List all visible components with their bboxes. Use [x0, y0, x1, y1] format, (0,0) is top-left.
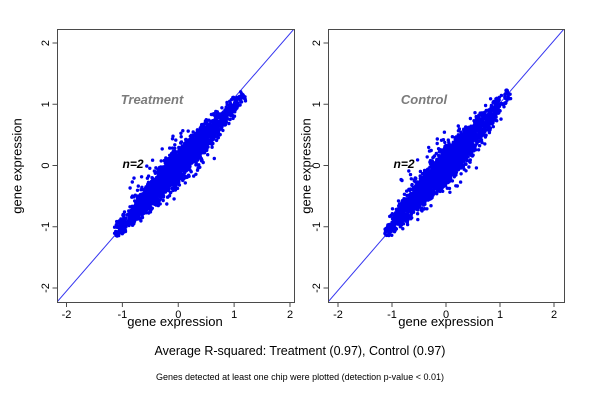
y-tick-label: 1 — [40, 101, 52, 107]
x-tick-label: -1 — [117, 309, 127, 321]
x-tick-label: -2 — [62, 309, 72, 321]
x-tick-label: 2 — [287, 309, 293, 321]
annotation-n-control: n=2 — [393, 157, 415, 171]
caption-r-squared: Average R-squared: Treatment (0.97), Con… — [154, 344, 446, 358]
scatter-points — [112, 90, 248, 238]
x-tick-label: -2 — [333, 309, 343, 321]
y-tick-label: 0 — [40, 162, 52, 168]
scatter-points — [383, 88, 513, 238]
y-tick-label: 2 — [40, 40, 52, 46]
panel-title-treatment: Treatment — [120, 92, 184, 107]
caption-footnote: Genes detected at least one chip were pl… — [156, 372, 444, 382]
y-tick-label: -1 — [40, 222, 52, 232]
panel-title-control: Control — [400, 92, 448, 107]
x-tick-label: 1 — [231, 309, 237, 321]
y-tick-label: -2 — [311, 283, 323, 293]
y-axis-label-control: gene expression — [298, 118, 314, 214]
x-tick-label: 2 — [551, 309, 557, 321]
annotation-n-treatment: n=2 — [122, 157, 144, 171]
x-tick-label: 0 — [443, 309, 449, 321]
x-axis-label-control: gene expression — [398, 314, 494, 329]
y-tick-label: -2 — [40, 283, 52, 293]
panel-control: -2 -1 0 1 2 -2 -1 0 1 2 — [311, 29, 565, 321]
x-tick-label: 1 — [497, 309, 503, 321]
y-tick-label: -1 — [311, 222, 323, 232]
y-axis-label-treatment: gene expression — [9, 118, 25, 214]
y-tick-label: 2 — [311, 40, 323, 46]
x-tick-label: 0 — [175, 309, 181, 321]
x-tick-label: -1 — [387, 309, 397, 321]
x-axis-label-treatment: gene expression — [127, 314, 223, 329]
y-tick-label: 0 — [311, 162, 323, 168]
panel-treatment: -2 -1 0 1 2 -2 -1 0 1 2 — [40, 29, 295, 321]
y-tick-label: 1 — [311, 101, 323, 107]
